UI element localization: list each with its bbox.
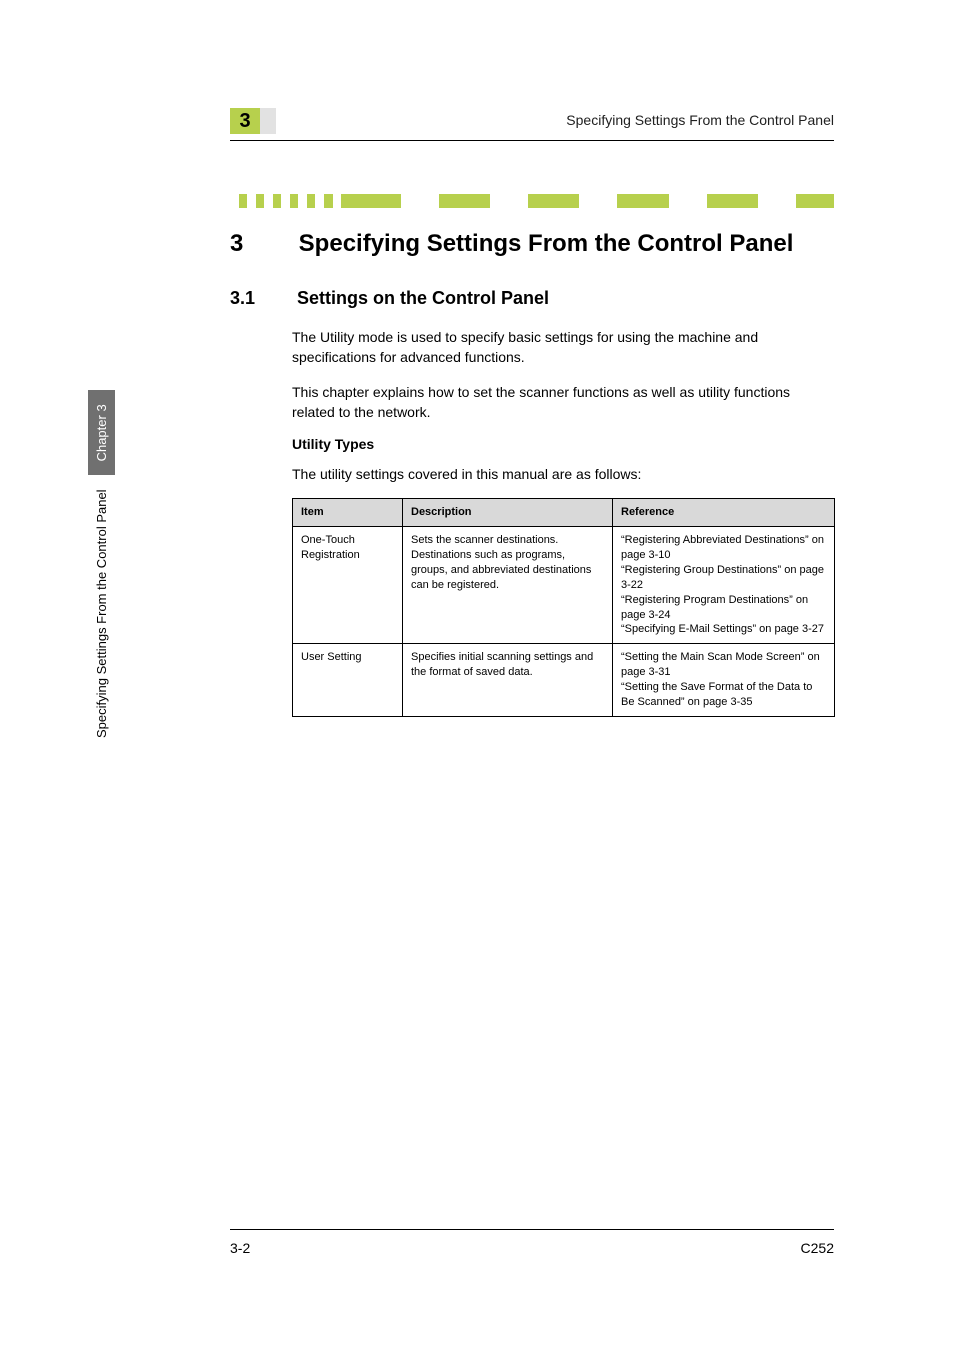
footer-rule [230, 1229, 834, 1230]
section-separator [230, 194, 834, 208]
table-cell-description: Specifies initial scanning settings and … [403, 644, 613, 716]
separator-segment [230, 194, 239, 208]
heading-1-text: Specifying Settings From the Control Pan… [299, 230, 819, 258]
separator-segment [758, 194, 796, 208]
separator-segment [669, 194, 707, 208]
separator-segment [707, 194, 758, 208]
separator-segment [264, 194, 273, 208]
table-header-cell: Item [293, 499, 403, 527]
heading-1: 3 Specifying Settings From the Control P… [230, 230, 834, 258]
separator-segment [256, 194, 265, 208]
chapter-number-badge: 3 [230, 108, 260, 134]
separator-segment [579, 194, 617, 208]
table-cell-item: One-Touch Registration [293, 527, 403, 644]
separator-segment [528, 194, 579, 208]
heading-1-number: 3 [230, 230, 292, 258]
separator-segment [617, 194, 668, 208]
separator-segment [796, 194, 834, 208]
separator-segment [324, 194, 333, 208]
separator-segment [239, 194, 248, 208]
table-cell-reference: “Registering Abbreviated Destinations” o… [613, 527, 835, 644]
heading-2: 3.1 Settings on the Control Panel [230, 288, 834, 309]
separator-segment [290, 194, 299, 208]
separator-segment [333, 194, 342, 208]
separator-segment [341, 194, 350, 208]
separator-segment [281, 194, 290, 208]
table-header-row: Item Description Reference [293, 499, 835, 527]
table-header-cell: Reference [613, 499, 835, 527]
side-tab-section: Specifying Settings From the Control Pan… [88, 475, 115, 752]
heading-2-text: Settings on the Control Panel [297, 288, 549, 309]
content-area: 3 Specifying Settings From the Control P… [230, 230, 834, 717]
separator-segment [401, 194, 439, 208]
header-rule [230, 140, 834, 141]
table-row: User SettingSpecifies initial scanning s… [293, 644, 835, 716]
separator-segment [298, 194, 307, 208]
heading-3: Utility Types [292, 436, 834, 452]
paragraph: The utility settings covered in this man… [292, 464, 834, 484]
table-header-cell: Description [403, 499, 613, 527]
paragraph: The Utility mode is used to specify basi… [292, 327, 834, 368]
table-row: One-Touch RegistrationSets the scanner d… [293, 527, 835, 644]
separator-segment [315, 194, 324, 208]
table-cell-item: User Setting [293, 644, 403, 716]
separator-segment [307, 194, 316, 208]
heading-2-number: 3.1 [230, 288, 292, 309]
footer-page-number: 3-2 [230, 1240, 250, 1256]
table-cell-reference: “Setting the Main Scan Mode Screen” on p… [613, 644, 835, 716]
separator-segment [247, 194, 256, 208]
footer-model: C252 [801, 1240, 834, 1256]
table-cell-description: Sets the scanner destinations. Destinati… [403, 527, 613, 644]
separator-segment [273, 194, 282, 208]
separator-segment [439, 194, 490, 208]
utility-types-table: Item Description Reference One-Touch Reg… [292, 498, 835, 716]
side-tab-chapter: Chapter 3 [88, 390, 115, 475]
separator-segment [490, 194, 528, 208]
running-head-title: Specifying Settings From the Control Pan… [566, 112, 834, 128]
paragraph: This chapter explains how to set the sca… [292, 382, 834, 423]
separator-segment [350, 194, 401, 208]
